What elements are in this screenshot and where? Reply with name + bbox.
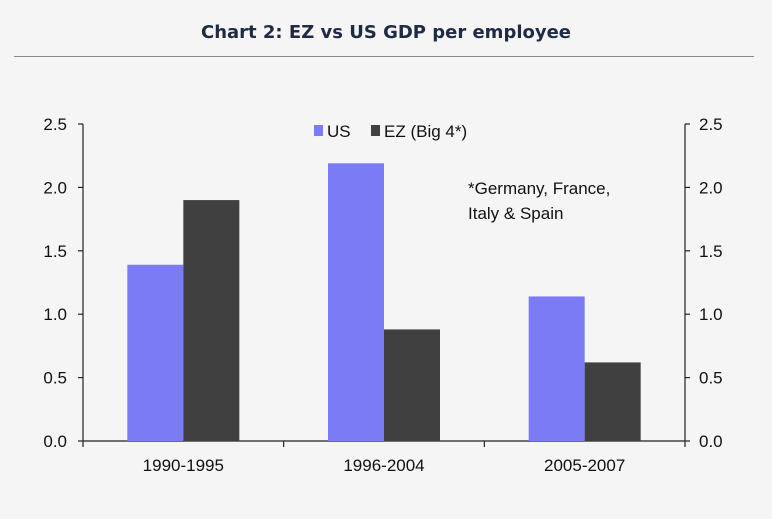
x-tick-label: 1990-1995: [143, 456, 224, 475]
annotation-line: *Germany, France,: [468, 179, 610, 198]
annotation-line: Italy & Spain: [468, 204, 563, 223]
x-tick-label: 1996-2004: [343, 456, 424, 475]
chart-title: Chart 2: EZ vs US GDP per employee: [200, 22, 572, 43]
y-tick-label-right: 2.5: [699, 115, 723, 134]
legend: US EZ (Big 4*): [314, 122, 467, 141]
bar-us: [127, 264, 184, 441]
y-tick-label-right: 1.5: [699, 242, 723, 261]
y-tick-label-left: 0.0: [43, 432, 67, 451]
bar-us: [328, 163, 384, 442]
bar-ez: [584, 362, 641, 441]
annotation: *Germany, France, Italy & Spain: [468, 179, 610, 223]
y-tick-label-left: 1.0: [43, 305, 67, 324]
bar-us: [528, 296, 585, 441]
title-divider: [14, 56, 754, 57]
x-tick-label: 2005-2007: [544, 456, 625, 475]
legend-label: EZ (Big 4*): [384, 122, 467, 141]
bar-ez: [384, 329, 440, 441]
y-tick-label-left: 2.0: [43, 178, 67, 197]
bar-ez: [183, 200, 240, 441]
y-tick-label-left: 0.5: [43, 369, 67, 388]
legend-label: US: [327, 122, 351, 141]
y-tick-label-right: 0.0: [699, 432, 723, 451]
y-tick-label-right: 2.0: [699, 178, 723, 197]
y-tick-label-left: 2.5: [43, 115, 67, 134]
legend-swatch: [371, 125, 380, 136]
y-tick-label-right: 0.5: [699, 369, 723, 388]
legend-swatch: [314, 125, 323, 136]
y-tick-label-right: 1.0: [699, 305, 723, 324]
bar-group: [127, 163, 641, 442]
y-tick-label-left: 1.5: [43, 242, 67, 261]
